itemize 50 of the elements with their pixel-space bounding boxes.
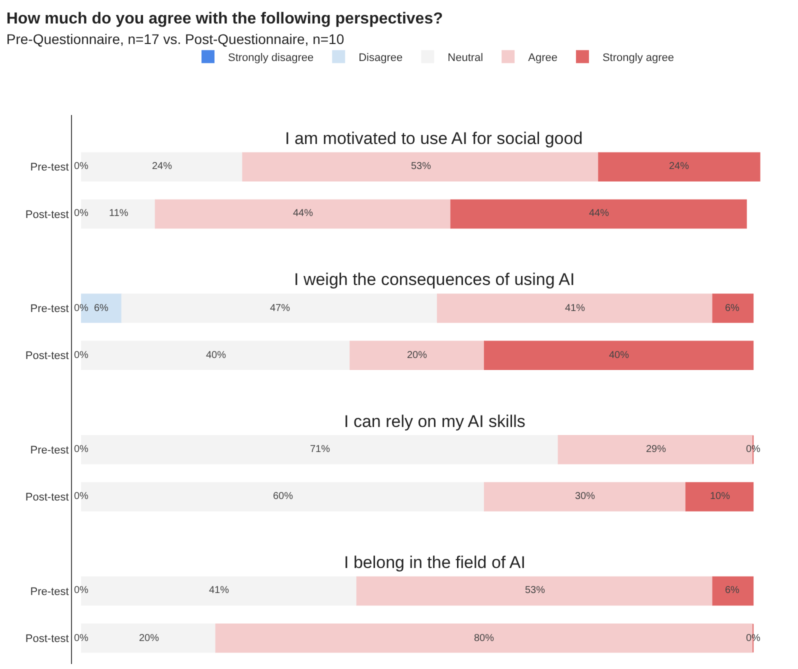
data-label: 44% bbox=[589, 208, 610, 219]
data-label: 0% bbox=[74, 585, 89, 596]
y-tick-label: Post-test bbox=[25, 632, 69, 645]
data-label: 10% bbox=[710, 491, 730, 502]
annotation: I weigh the consequences of using AI bbox=[294, 270, 575, 289]
data-label: 6% bbox=[725, 303, 740, 314]
data-label: 24% bbox=[152, 161, 172, 172]
data-label: 0% bbox=[74, 161, 89, 172]
legend-label: Strongly disagree bbox=[228, 52, 314, 64]
y-tick-label: Pre-test bbox=[30, 162, 69, 174]
y-tick-label: Post-test bbox=[25, 492, 69, 504]
data-label: 11% bbox=[109, 208, 128, 219]
annotation: I belong in the field of AI bbox=[344, 553, 526, 572]
annotation: I can rely on my AI skills bbox=[344, 412, 526, 431]
data-label: 6% bbox=[725, 585, 740, 596]
legend-label: Agree bbox=[528, 52, 558, 64]
data-label: 30% bbox=[575, 491, 596, 502]
y-tick-label: Post-test bbox=[25, 350, 69, 362]
data-label: 40% bbox=[609, 350, 630, 361]
legend-label: Strongly agree bbox=[602, 52, 674, 64]
data-label: 0% bbox=[74, 633, 89, 644]
y-tick-label: Pre-test bbox=[30, 444, 69, 456]
data-label: 6% bbox=[94, 303, 109, 314]
data-label: 41% bbox=[565, 303, 586, 314]
data-label: 29% bbox=[646, 444, 666, 455]
data-label: 0% bbox=[74, 350, 89, 361]
data-label: 20% bbox=[139, 633, 160, 644]
data-label: 53% bbox=[411, 161, 432, 172]
annotation: I am motivated to use AI for social good bbox=[285, 129, 583, 148]
data-label: 20% bbox=[407, 350, 428, 361]
y-tick-label: Post-test bbox=[25, 208, 69, 221]
y-tick-label: Pre-test bbox=[30, 303, 69, 316]
data-label: 47% bbox=[270, 303, 290, 314]
data-label: 0% bbox=[74, 491, 89, 502]
legend-label: Disagree bbox=[358, 52, 403, 64]
data-label: 0% bbox=[74, 444, 89, 455]
data-label: 40% bbox=[206, 350, 226, 361]
chart-title: How much do you agree with the following perspectives? bbox=[6, 10, 443, 28]
data-label: 60% bbox=[273, 491, 294, 502]
data-label: 41% bbox=[209, 585, 230, 596]
data-label: 0% bbox=[74, 208, 89, 219]
data-label: 44% bbox=[293, 208, 314, 219]
chart-subtitle: Pre-Questionnaire, n=17 vs. Post-Questionnaire, n=10 bbox=[6, 31, 344, 48]
legend-label: Neutral bbox=[448, 52, 484, 64]
data-label: 0% bbox=[74, 303, 89, 314]
data-label: 80% bbox=[474, 633, 494, 644]
data-label: 71% bbox=[310, 444, 330, 455]
data-label: 24% bbox=[669, 161, 690, 172]
y-tick-label: Pre-test bbox=[30, 586, 69, 598]
data-label: 53% bbox=[525, 585, 546, 596]
